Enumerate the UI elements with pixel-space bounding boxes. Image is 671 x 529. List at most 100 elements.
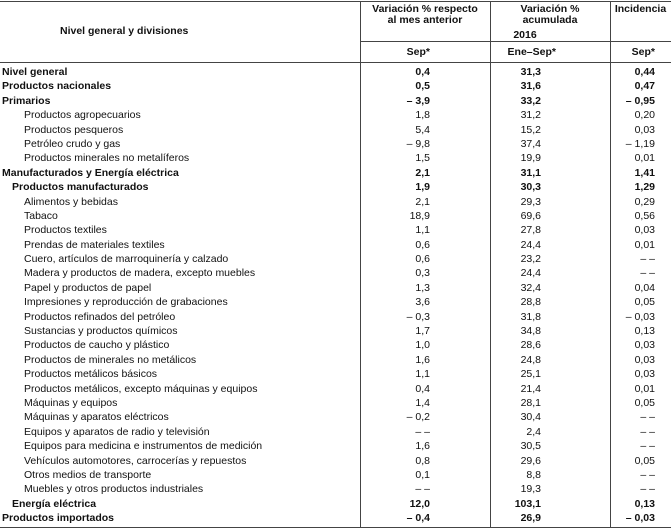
column-header: Incidencia (614, 3, 667, 15)
row-label: Impresiones y reproducción de grabacione… (24, 296, 228, 309)
cell-value: – – (640, 267, 655, 280)
cell-value: 1,8 (415, 109, 430, 122)
cell-value: 0,05 (634, 454, 655, 467)
cell-value: – – (640, 483, 655, 496)
cell-value: 0,4 (415, 382, 430, 395)
cell-value: 0,01 (634, 382, 655, 395)
cell-value: 33,2 (520, 94, 541, 107)
cell-value: 24,4 (520, 267, 541, 280)
row-label: Productos metálicos básicos (24, 368, 158, 381)
cell-value: – – (640, 411, 655, 424)
cell-value: – 3,9 (406, 94, 430, 107)
cell-value: 0,6 (415, 253, 430, 266)
cell-value: 0,47 (634, 80, 655, 93)
cell-value: 31,3 (520, 66, 541, 78)
cell-value: 1,4 (415, 396, 430, 409)
row-label: Productos de caucho y plástico (24, 339, 170, 352)
cell-value: 32,4 (520, 281, 541, 294)
row-label: Productos nacionales (2, 80, 112, 93)
cell-value: – – (640, 468, 655, 481)
row-label: Vehículos automotores, carrocerías y rep… (24, 454, 247, 467)
row-label: Productos textiles (24, 224, 107, 237)
cell-value: 24,4 (520, 238, 541, 251)
cell-value: – 0,03 (625, 310, 655, 323)
cell-value: 1,7 (415, 325, 430, 338)
cell-value: 0,03 (634, 123, 655, 136)
row-label: Máquinas y aparatos eléctricos (24, 411, 169, 424)
row-label: Productos pesqueros (24, 123, 124, 136)
cell-value: 0,20 (634, 109, 655, 122)
row-label: Sustancias y productos químicos (24, 325, 178, 338)
rule (0, 62, 671, 63)
cell-value: – 0,3 (406, 310, 430, 323)
row-label: Productos refinados del petróleo (24, 310, 176, 323)
row-label: Equipos para medicina e instrumentos de … (24, 440, 263, 453)
cell-value: 1,1 (415, 368, 430, 381)
cell-value: 30,5 (520, 440, 541, 453)
row-label: Nivel general (2, 66, 68, 78)
row-label: Máquinas y equipos (24, 396, 118, 409)
cell-value: 0,05 (634, 396, 655, 409)
cell-value: 12,0 (409, 497, 430, 510)
cell-value: 0,44 (634, 66, 655, 78)
rule (360, 1, 361, 528)
cell-value: 19,9 (520, 152, 541, 165)
cell-value: 26,9 (520, 512, 541, 525)
cell-value: 30,4 (520, 411, 541, 424)
cell-value: 0,13 (634, 325, 655, 338)
cell-value: 28,6 (520, 339, 541, 352)
cell-value: 25,1 (520, 368, 541, 381)
row-label: Productos metálicos, excepto máquinas y … (24, 382, 258, 395)
row-label: Productos importados (2, 512, 115, 525)
cell-value: 1,6 (415, 353, 430, 366)
cell-value: 2,1 (415, 195, 430, 208)
cell-value: – 0,95 (625, 94, 655, 107)
header-year: 2016 (513, 29, 537, 41)
cell-value: – – (415, 483, 430, 496)
cell-value: – 0,2 (406, 411, 430, 424)
row-label: Cuero, artículos de marroquinería y calz… (24, 253, 229, 266)
cell-value: 30,3 (520, 181, 541, 194)
cell-value: 18,9 (409, 209, 430, 222)
period-header: Sep* (631, 46, 655, 58)
cell-value: 28,8 (520, 296, 541, 309)
column-header: Variación % (520, 3, 580, 15)
row-label: Equipos y aparatos de radio y televisión (24, 425, 210, 438)
row-label: Energía eléctrica (12, 497, 97, 510)
cell-value: 1,3 (415, 281, 430, 294)
cell-value: – 0,4 (406, 512, 430, 525)
cell-value: – – (640, 440, 655, 453)
cell-value: 1,41 (634, 166, 655, 179)
cell-value: 0,3 (415, 267, 430, 280)
rule (610, 1, 611, 528)
cell-value: 0,5 (415, 80, 430, 93)
cell-value: 0,01 (634, 152, 655, 165)
cell-value: 1,0 (415, 339, 430, 352)
rule (490, 1, 491, 528)
cell-value: 1,6 (415, 440, 430, 453)
row-label: Muebles y otros productos industriales (24, 483, 204, 496)
cell-value: 0,03 (634, 353, 655, 366)
cell-value: – 0,03 (625, 512, 655, 525)
row-label: Productos minerales no metalíferos (24, 152, 190, 165)
cell-value: 34,8 (520, 325, 541, 338)
cell-value: – 1,19 (625, 137, 655, 150)
row-label: Primarios (2, 94, 51, 107)
cell-value: 1,5 (415, 152, 430, 165)
cell-value: 31,6 (520, 80, 541, 93)
cell-value: 0,04 (634, 281, 655, 294)
cell-value: – 9,8 (406, 137, 430, 150)
cell-value: 1,9 (415, 181, 430, 194)
column-header: acumulada (522, 14, 578, 26)
cell-value: 31,2 (520, 109, 541, 122)
row-label: Productos de minerales no metálicos (24, 353, 197, 366)
cell-value: 31,8 (520, 310, 541, 323)
cell-value: 23,2 (520, 253, 541, 266)
cell-value: 3,6 (415, 296, 430, 309)
rule (0, 1, 671, 2)
rule (360, 41, 671, 42)
cell-value: 8,8 (526, 468, 541, 481)
cell-value: 103,1 (514, 497, 541, 510)
row-label: Productos agropecuarios (24, 109, 141, 122)
cell-value: 15,2 (520, 123, 541, 136)
